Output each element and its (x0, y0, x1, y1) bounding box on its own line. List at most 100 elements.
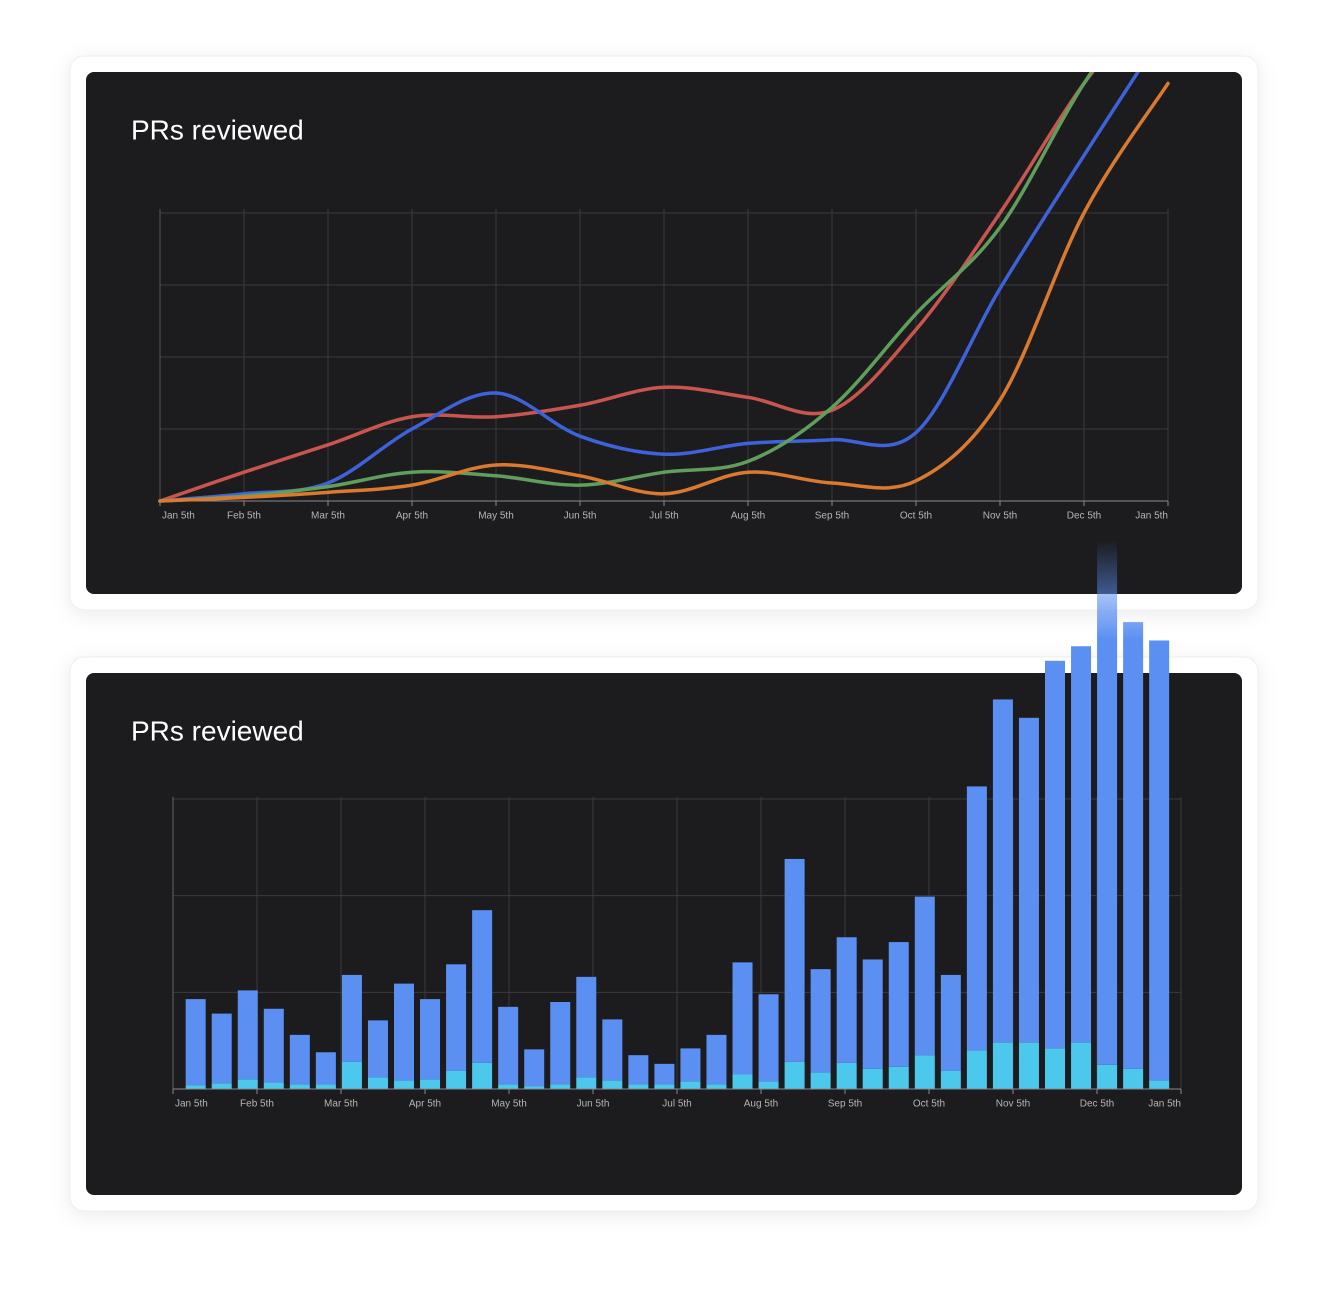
bar-segment (966, 1050, 987, 1089)
bar-segment (420, 999, 441, 1080)
bar-segment (810, 969, 831, 1073)
bar-segment (784, 1061, 805, 1089)
bar-segment (836, 937, 857, 1063)
bar-segment (367, 1077, 388, 1089)
bar-segment (576, 976, 597, 1078)
x-tick-label: Jun 5th (564, 511, 597, 522)
bar-segment (341, 1061, 362, 1089)
x-tick-label: Aug 5th (731, 511, 765, 522)
bar-segment (602, 1080, 623, 1089)
bar-segment (680, 1048, 701, 1082)
x-tick-label: Feb 5th (227, 511, 261, 522)
chart-title: PRs reviewed (131, 114, 304, 145)
x-tick-label: Feb 5th (240, 1099, 274, 1110)
bar-segment (784, 858, 805, 1062)
bar-segment (992, 1042, 1013, 1089)
bar-segment (1123, 1068, 1144, 1089)
bar-segment (758, 1081, 779, 1089)
x-tick-label: Apr 5th (396, 511, 428, 522)
bar-segment (862, 1068, 883, 1089)
bar-segment (940, 1070, 961, 1089)
bar-segment (940, 974, 961, 1071)
bar-segment (185, 1085, 206, 1089)
bar-segment (732, 1074, 753, 1089)
bar-segment (263, 1008, 284, 1083)
x-tick-label: Nov 5th (983, 511, 1017, 522)
x-tick-label: Jan 5th (175, 1099, 208, 1110)
x-tick-label: Dec 5th (1067, 511, 1101, 522)
bar-segment (1018, 717, 1039, 1043)
bar-segment (628, 1055, 649, 1085)
bar-segment (1071, 646, 1092, 1043)
line-series (158, 72, 1170, 503)
bar-segment (888, 942, 909, 1067)
bar-segment (914, 896, 935, 1056)
bar-segment (237, 1079, 258, 1089)
x-tick-label: Dec 5th (1080, 1099, 1114, 1110)
bar-segment (498, 1084, 519, 1089)
bar-segment (654, 1084, 675, 1089)
bar-segment (836, 1062, 857, 1089)
bar-segment (1097, 532, 1118, 1065)
bar-segment (706, 1034, 727, 1085)
bar-segment (211, 1083, 232, 1089)
bar-segment (367, 1020, 388, 1078)
bar-segment (289, 1084, 310, 1089)
bar-segment (211, 1013, 232, 1084)
bar-segment (550, 1084, 571, 1089)
bar-segment (498, 1006, 519, 1085)
bar-segment (654, 1063, 675, 1085)
bar-segment (1071, 1042, 1092, 1089)
bar-segment (341, 974, 362, 1062)
bar-segment (1018, 1042, 1039, 1089)
bar-segment (732, 962, 753, 1075)
bar-segment (315, 1084, 336, 1089)
bar-segment (888, 1066, 909, 1089)
bar-segment (992, 699, 1013, 1043)
bar-segment (289, 1034, 310, 1085)
x-tick-label: Mar 5th (311, 511, 345, 522)
bar-segment (315, 1052, 336, 1085)
x-tick-label: May 5th (478, 511, 514, 522)
bar-segment (1045, 1048, 1065, 1089)
bar-segment (394, 1080, 414, 1089)
bar-segment (524, 1086, 545, 1089)
x-tick-label: Jun 5th (577, 1099, 610, 1110)
bar-segment (1097, 1064, 1118, 1089)
bar-segment (862, 959, 883, 1069)
bar-segment (1045, 660, 1065, 1049)
chart-card (86, 673, 1242, 1195)
x-tick-label: Oct 5th (900, 511, 932, 522)
x-tick-label: Jan 5th (1148, 1099, 1181, 1110)
bar-segment (524, 1049, 545, 1087)
x-tick-label: Nov 5th (996, 1099, 1030, 1110)
bar-segment (394, 983, 414, 1081)
line-chart: Jan 5th Feb 5th Mar 5th Apr 5th May 5th Jun 5… (158, 72, 1170, 522)
bar-segment (446, 964, 467, 1071)
bar-segment (602, 1019, 623, 1081)
x-tick-label: Apr 5th (409, 1099, 441, 1110)
bar-segment (628, 1084, 649, 1089)
bar-segment (810, 1072, 831, 1089)
bar-segment (706, 1084, 727, 1089)
x-tick-label: Jul 5th (662, 1099, 691, 1110)
x-tick-label: Aug 5th (744, 1099, 778, 1110)
x-tick-label: Jan 5th (1135, 511, 1168, 522)
line-series (158, 72, 1170, 503)
bar-segment (680, 1081, 701, 1089)
bar-segment (966, 786, 987, 1051)
bar-segment (446, 1070, 467, 1089)
x-tick-label: Sep 5th (828, 1099, 862, 1110)
bar-segment (758, 994, 779, 1082)
line-series (158, 72, 1170, 503)
bar-segment (237, 990, 258, 1080)
line-series (158, 81, 1170, 503)
x-tick-label: Oct 5th (913, 1099, 945, 1110)
bar-segment (1149, 640, 1170, 1081)
bar-segment (1123, 622, 1144, 1069)
chart-title: PRs reviewed (131, 715, 304, 746)
bar-segment (914, 1055, 935, 1089)
x-tick-label: Jan 5th (162, 511, 195, 522)
bar-segment (185, 999, 206, 1086)
